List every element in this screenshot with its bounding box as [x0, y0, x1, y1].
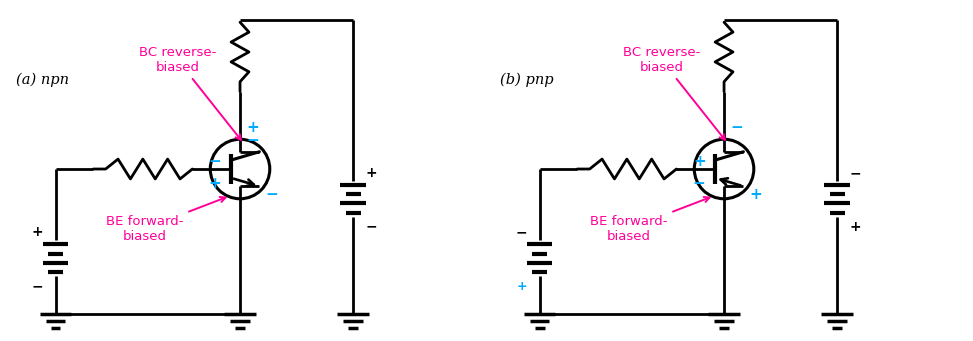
Text: −: −: [246, 133, 259, 148]
Text: +: +: [517, 280, 527, 293]
Text: BC reverse-
biased: BC reverse- biased: [623, 46, 725, 140]
Text: BC reverse-
biased: BC reverse- biased: [139, 46, 241, 140]
Text: BE forward-
biased: BE forward- biased: [106, 197, 226, 242]
Text: (b) pnp: (b) pnp: [500, 73, 554, 87]
Text: +: +: [246, 120, 259, 135]
Text: +: +: [749, 187, 762, 202]
Text: −: −: [365, 220, 377, 234]
Text: −: −: [265, 187, 277, 202]
Text: −: −: [209, 153, 222, 168]
Text: −: −: [32, 279, 44, 293]
Text: (a) npn: (a) npn: [16, 73, 69, 87]
Text: +: +: [209, 176, 222, 191]
Text: −: −: [516, 225, 527, 239]
Text: +: +: [693, 153, 705, 168]
Text: BE forward-
biased: BE forward- biased: [590, 197, 709, 242]
Text: +: +: [32, 225, 44, 239]
Text: −: −: [731, 120, 743, 135]
Text: −: −: [849, 166, 861, 180]
Text: +: +: [849, 220, 861, 234]
Text: +: +: [365, 166, 377, 180]
Text: −: −: [693, 176, 705, 191]
